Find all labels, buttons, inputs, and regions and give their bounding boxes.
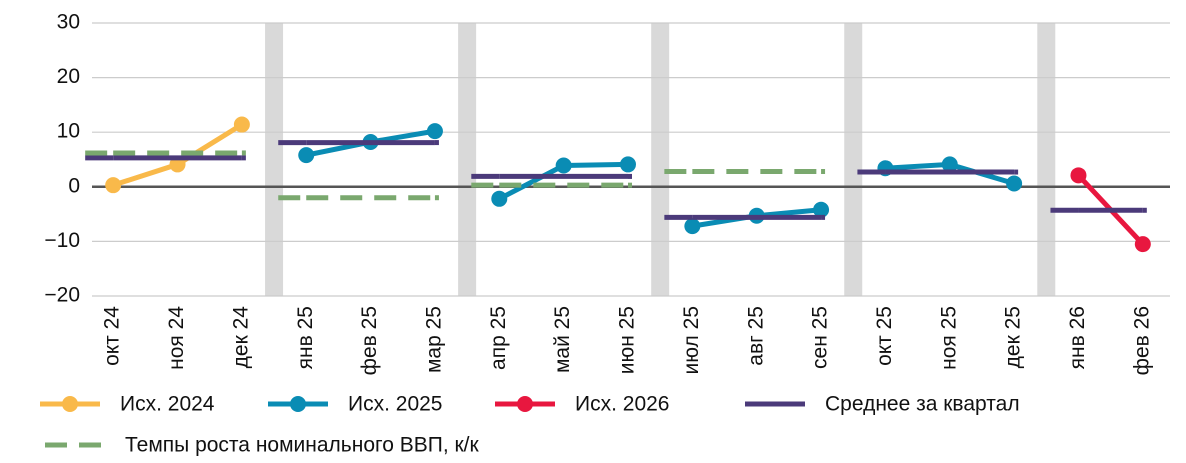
- y-tick-label: −20: [44, 284, 80, 307]
- y-tick-label: −10: [44, 229, 80, 252]
- x-tick-label: дек 24: [229, 306, 252, 369]
- series-marker: [620, 156, 636, 173]
- x-tick-label: фев 26: [1130, 306, 1153, 375]
- x-tick-label: дек 25: [1002, 306, 1025, 368]
- x-tick-label: фев 25: [358, 306, 381, 375]
- legend-marker: [517, 396, 533, 412]
- quarter-separator: [844, 23, 863, 296]
- quarter-separator: [651, 23, 670, 296]
- y-tick-label: 10: [57, 120, 80, 143]
- x-tick-label: янв 26: [1066, 306, 1089, 369]
- legend-label: Темпы роста номинального ВВП, к/к: [125, 434, 480, 457]
- series-marker: [555, 157, 572, 174]
- legend-label: Исх. 2025: [348, 393, 442, 416]
- quarter-separator: [458, 23, 477, 296]
- x-tick-label: авг 25: [744, 306, 767, 366]
- x-tick-label: апр 25: [487, 306, 510, 370]
- y-tick-label: 20: [57, 65, 80, 88]
- series-marker: [1070, 167, 1087, 184]
- x-tick-label: ноя 24: [165, 306, 188, 370]
- series-marker: [169, 156, 186, 173]
- series-marker: [491, 190, 508, 207]
- series-marker: [426, 123, 443, 140]
- x-tick-label: июл 25: [680, 306, 703, 374]
- x-tick-label: янв 25: [294, 306, 317, 369]
- series-marker: [684, 218, 701, 235]
- x-tick-label: окт 25: [873, 306, 896, 366]
- series-marker: [813, 201, 830, 218]
- series-marker: [1134, 236, 1151, 253]
- quarter-separator: [1037, 23, 1056, 296]
- legend-marker: [62, 396, 78, 412]
- x-tick-label: окт 24: [101, 306, 124, 366]
- series-marker: [941, 156, 958, 173]
- legend-label: Среднее за квартал: [825, 393, 1020, 416]
- y-tick-label: 30: [57, 11, 80, 34]
- series-marker: [1006, 175, 1023, 192]
- x-tick-label: ноя 25: [937, 306, 960, 370]
- series-marker: [233, 116, 250, 133]
- legend-label: Исх. 2024: [120, 393, 215, 416]
- x-tick-label: мар 25: [422, 306, 445, 373]
- y-tick-label: 0: [68, 174, 80, 197]
- x-tick-label: сен 25: [809, 306, 832, 369]
- quarter-separator: [265, 23, 284, 296]
- legend-marker: [290, 396, 306, 412]
- legend-label: Исх. 2026: [575, 393, 669, 416]
- x-tick-label: май 25: [551, 306, 574, 373]
- x-tick-label: июн 25: [616, 306, 639, 374]
- series-marker: [298, 147, 315, 164]
- series-marker: [105, 177, 122, 194]
